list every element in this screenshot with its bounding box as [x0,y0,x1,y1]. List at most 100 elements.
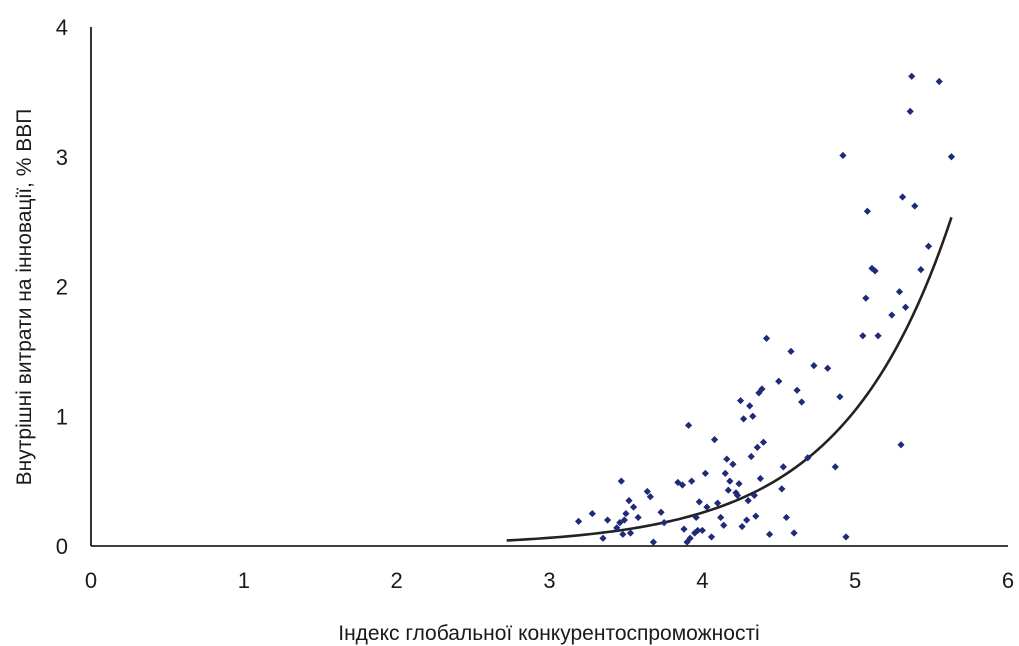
data-point [762,334,771,342]
data-point [868,264,876,272]
data-point [871,267,879,275]
data-point [694,526,702,535]
trendline [506,216,953,542]
data-point [721,469,729,477]
data-point [646,493,654,501]
data-point [698,526,706,535]
data-point [613,524,621,532]
data-point [649,538,658,546]
data-point [749,412,757,420]
data-point [824,364,832,372]
y-axis-title: Внутрішні витрати на інновації, % ВВП [13,109,36,486]
data-point [839,151,847,160]
data-point [634,513,642,522]
data-point [643,487,651,496]
y-tick-label: 0 [56,534,68,559]
x-tick-label: 0 [85,568,97,593]
data-point [626,529,635,537]
data-point [588,509,596,518]
data-point [701,469,709,477]
data-point [947,153,956,161]
data-point [678,481,687,489]
x-tick-label: 2 [391,568,403,593]
data-point [874,332,882,340]
data-point [859,332,867,340]
data-point [733,491,742,499]
data-point [735,480,743,488]
x-tick-labels: 0 1 2 3 4 5 6 [85,568,1014,593]
data-point [674,478,682,487]
data-point [683,538,691,546]
data-point [617,477,625,485]
data-point [917,266,925,274]
data-point [744,496,752,505]
data-point [620,516,628,524]
data-point [804,454,812,462]
data-point [897,441,905,449]
y-tick-label: 1 [56,404,68,429]
y-tick-labels: 0 1 2 3 4 [56,15,68,559]
data-point [717,513,725,522]
data-point [686,534,694,542]
data-point [753,443,761,451]
axes [90,27,1008,547]
data-point [765,530,774,538]
data-point [898,193,907,201]
data-point [720,521,728,529]
data-point [726,477,734,485]
x-tick-label: 6 [1002,568,1014,593]
data-point [625,496,633,505]
data-point [911,202,919,210]
data-point [842,533,850,541]
data-point [691,529,699,537]
x-tick-label: 5 [849,568,861,593]
data-point [660,519,668,527]
data-point [935,77,943,86]
data-point [924,242,933,250]
data-point [755,389,763,397]
y-tick-label: 2 [56,275,68,300]
data-point [629,503,638,511]
data-point [908,72,916,80]
data-point [692,513,700,522]
data-point [729,460,737,468]
data-point [746,402,754,410]
data-point [743,516,751,524]
x-tick-label: 1 [238,568,250,593]
data-point [684,421,693,429]
data-points [574,72,956,546]
data-point [888,311,896,319]
x-axis-title: Індекс глобальної конкурентоспроможності [338,622,759,645]
data-point [747,452,755,461]
data-point [793,386,801,394]
data-point [723,455,731,463]
data-point [724,486,732,494]
data-point [790,529,798,537]
data-point [810,362,818,370]
data-point [752,512,760,520]
data-point [902,303,910,311]
data-point [574,517,583,525]
data-point [619,530,627,538]
data-point [778,485,786,493]
x-tick-label: 4 [696,568,708,593]
data-point [863,207,871,215]
data-point [703,503,711,511]
data-point [750,491,758,499]
data-point [836,393,844,401]
data-point [707,533,716,541]
data-point [906,107,914,115]
y-tick-label: 4 [56,15,68,40]
data-point [714,499,722,507]
data-point [710,436,719,444]
data-point [779,463,787,471]
data-point [599,534,607,542]
data-point [895,288,904,296]
x-tick-label: 3 [543,568,555,593]
y-tick-label: 3 [56,145,68,170]
data-point [759,438,768,446]
data-point [775,377,783,385]
data-point [787,347,795,355]
